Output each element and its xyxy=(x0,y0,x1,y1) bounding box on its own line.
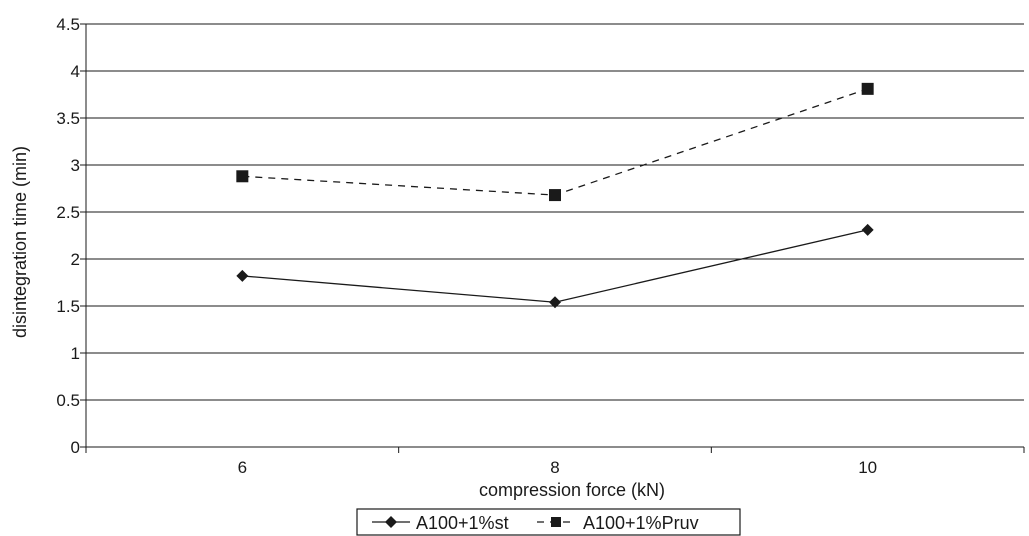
legend-entry-a100-pruv: A100+1%Pruv xyxy=(537,513,699,533)
x-tick-label: 10 xyxy=(858,458,877,477)
y-tick-label: 1.5 xyxy=(56,297,80,316)
x-tick-label: 6 xyxy=(238,458,247,477)
series-layer xyxy=(236,82,874,309)
legend-square-marker xyxy=(551,517,561,527)
y-tick-label: 4.5 xyxy=(56,15,80,34)
data-point-square xyxy=(236,170,249,183)
legend-label-a100-st: A100+1%st xyxy=(416,513,509,533)
gridlines xyxy=(80,23,1025,453)
y-tick-label: 3 xyxy=(71,156,80,175)
data-point-diamond xyxy=(549,296,561,309)
y-tick-label: 0.5 xyxy=(56,391,80,410)
series-line xyxy=(242,88,868,196)
legend-label-a100-pruv: A100+1%Pruv xyxy=(583,513,699,533)
y-tick-label: 2.5 xyxy=(56,203,80,222)
series-line xyxy=(242,229,868,303)
legend-box xyxy=(356,508,741,536)
data-point-square xyxy=(549,189,561,202)
series-0 xyxy=(236,223,874,309)
axes xyxy=(85,24,1024,448)
y-tick-label: 1 xyxy=(71,344,80,363)
y-tick-label: 2 xyxy=(71,250,80,269)
legend: A100+1%st A100+1%Pruv xyxy=(356,508,741,536)
x-axis-title: compression force (kN) xyxy=(479,480,665,500)
y-tick-labels: 0 0.5 1 1.5 2 2.5 3 3.5 4 4.5 xyxy=(56,15,80,457)
y-tick-label: 3.5 xyxy=(56,109,80,128)
y-axis-title: disintegration time (min) xyxy=(10,146,30,338)
y-tick-label: 4 xyxy=(71,62,80,81)
y-tick-label: 0 xyxy=(71,438,80,457)
legend-entry-a100-st: A100+1%st xyxy=(372,513,509,533)
data-point-diamond xyxy=(861,223,874,236)
x-tick-label: 8 xyxy=(550,458,559,477)
x-tick-labels: 6 8 10 xyxy=(238,458,878,477)
data-point-diamond xyxy=(236,269,249,282)
legend-diamond-marker xyxy=(385,516,397,528)
data-point-square xyxy=(861,82,874,95)
series-1 xyxy=(236,82,874,202)
